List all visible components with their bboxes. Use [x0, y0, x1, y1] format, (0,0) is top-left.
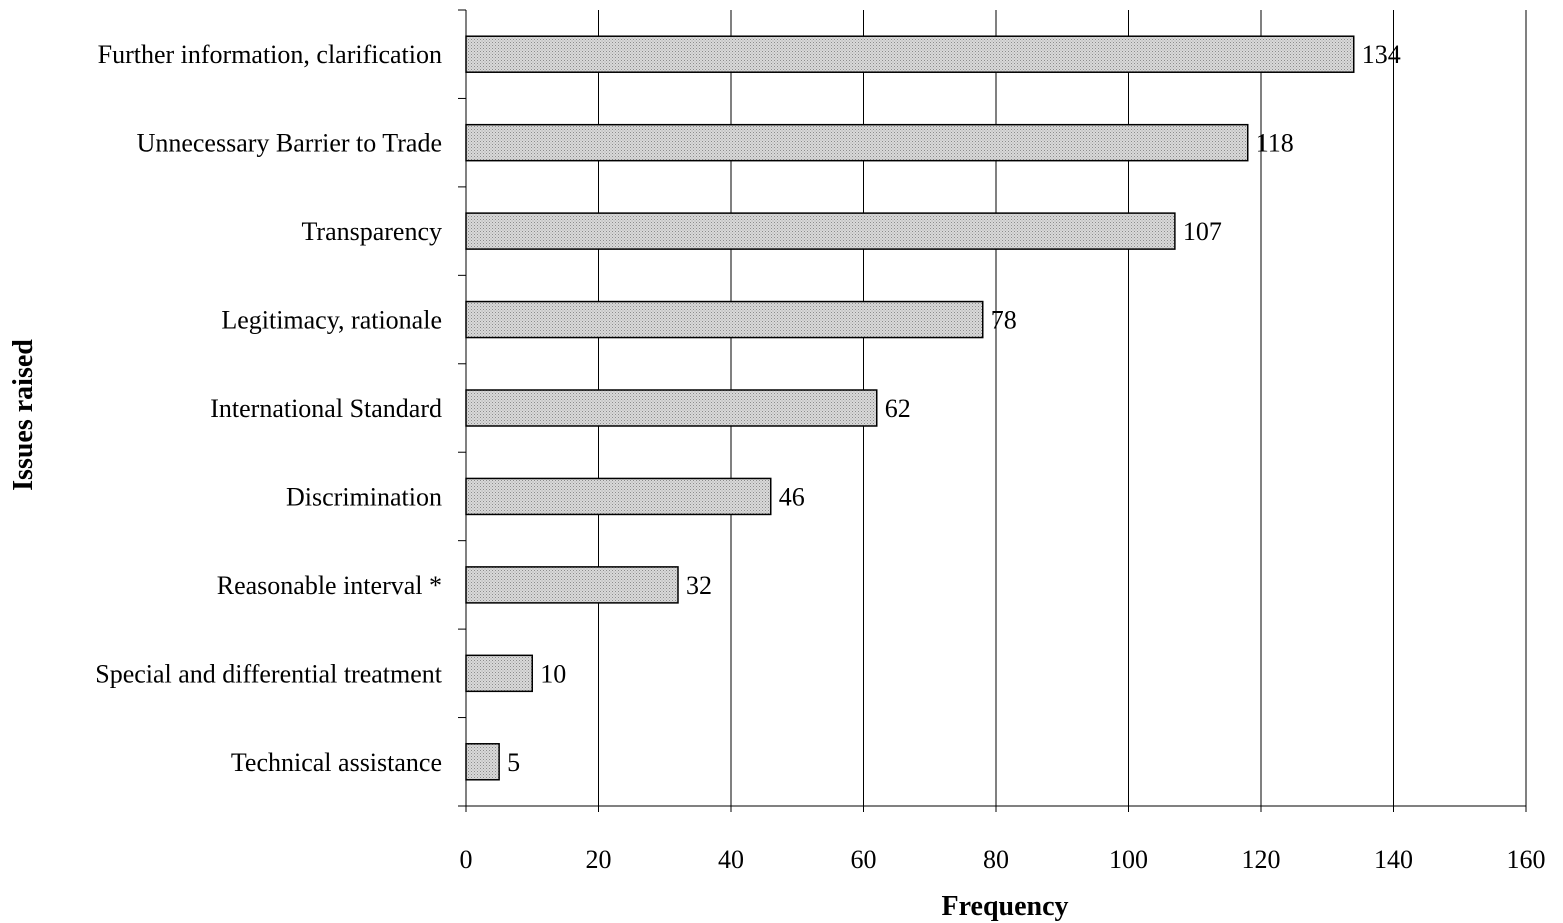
bar: [465, 389, 878, 427]
data-label: 78: [991, 306, 1017, 335]
category-label: Transparency: [301, 217, 442, 246]
category-label: Discrimination: [286, 482, 442, 511]
data-label: 107: [1183, 217, 1222, 246]
x-axis-title: Frequency: [941, 891, 1068, 922]
bar: [465, 35, 1355, 73]
category-label: Further information, clarification: [98, 40, 442, 69]
x-tick-label: 160: [1507, 845, 1546, 874]
bar: [465, 654, 533, 693]
bar: [465, 123, 1249, 162]
bar: [465, 477, 772, 516]
category-label: Reasonable interval *: [217, 571, 442, 600]
data-label: 46: [779, 482, 805, 511]
bar: [465, 212, 1176, 250]
x-tick-label: 100: [1109, 845, 1148, 874]
y-axis-title: Issues raised: [8, 339, 39, 491]
x-tick-label: 140: [1374, 845, 1413, 874]
data-label: 118: [1256, 129, 1294, 158]
data-label: 134: [1362, 40, 1401, 69]
x-tick-label: 20: [586, 845, 612, 874]
data-label: 32: [686, 571, 712, 600]
x-tick-label: 40: [718, 845, 744, 874]
x-tick-label: 60: [851, 845, 877, 874]
category-label: Unnecessary Barrier to Trade: [137, 129, 442, 158]
bar: [465, 566, 679, 604]
axes: [458, 9, 1527, 812]
data-label: 5: [507, 748, 520, 777]
bar: [465, 300, 984, 339]
category-label: Special and differential treatment: [95, 659, 443, 688]
x-tick-label: 120: [1242, 845, 1281, 874]
category-label: Technical assistance: [231, 748, 442, 777]
bar: [465, 743, 500, 781]
category-label: Legitimacy, rationale: [221, 306, 442, 335]
x-tick-label: 0: [460, 845, 473, 874]
x-tick-label: 80: [983, 845, 1009, 874]
data-label: 10: [540, 659, 566, 688]
category-label: International Standard: [210, 394, 442, 423]
labels: 0 20 40 60 80 100 120 140 160 Further information…: [95, 40, 1545, 874]
data-label: 62: [885, 394, 911, 423]
